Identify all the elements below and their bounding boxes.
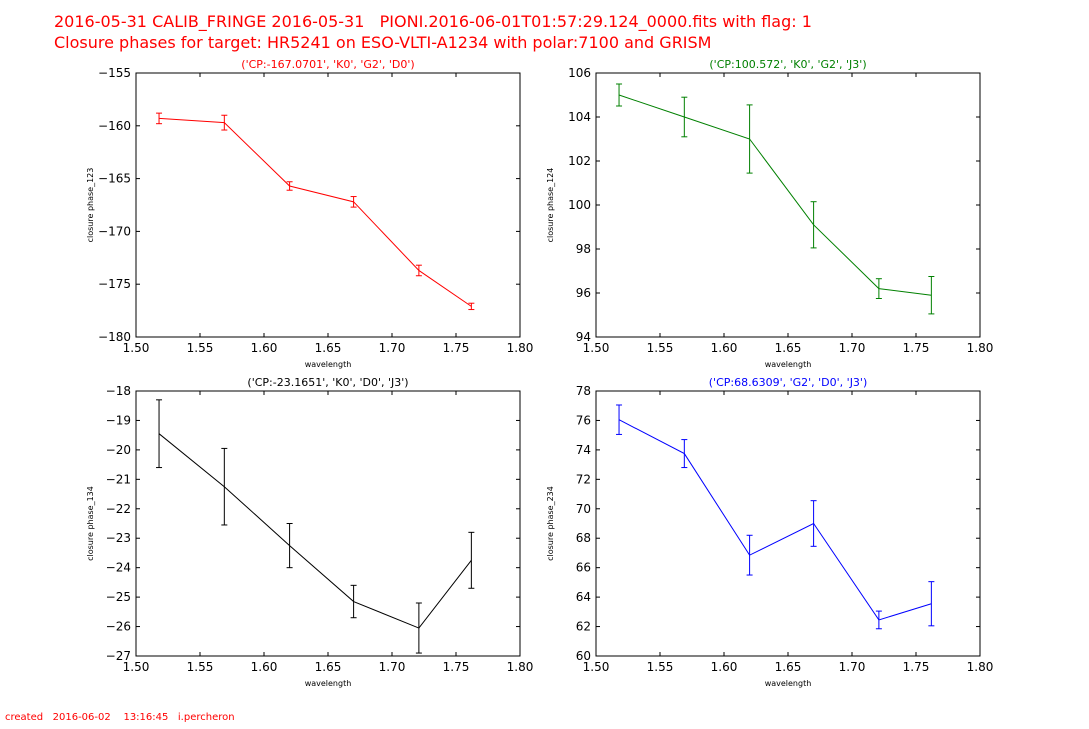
x-tick-label: 1.75 <box>903 660 930 674</box>
x-tick-label: 1.55 <box>647 341 674 355</box>
chart-panel-3: 1.50 1.55 1.60 1.65 1.70 1.75 1.80 −27 −26 −25 −24… <box>86 376 533 688</box>
y-tick-label: −170 <box>98 224 131 238</box>
y-tick-label: −24 <box>106 561 131 575</box>
y-tick-label: −20 <box>106 443 131 457</box>
y-axis-label: closure phase_234 <box>546 486 555 561</box>
x-tick-label: 1.65 <box>315 660 342 674</box>
series-group <box>616 83 935 315</box>
series-group <box>156 112 475 311</box>
plot-frame <box>595 72 981 338</box>
figure-header-line-1: 2016-05-31 CALIB_FRINGE 2016-05-31 PIONI… <box>54 12 812 31</box>
x-tick-label: 1.60 <box>711 341 738 355</box>
y-tick-label: 104 <box>568 110 591 124</box>
y-tick-label: 60 <box>576 649 591 663</box>
x-tick-label: 1.50 <box>583 660 610 674</box>
series-group <box>156 399 475 654</box>
x-tick-label: 1.70 <box>379 660 406 674</box>
x-tick-label: 1.55 <box>187 660 214 674</box>
y-tick-label: −27 <box>106 649 131 663</box>
x-axis-label: wavelength <box>305 679 352 688</box>
chart-title: ('CP:-167.0701', 'K0', 'G2', 'D0') <box>241 58 414 71</box>
x-tick-label: 1.70 <box>839 660 866 674</box>
x-tick-label: 1.65 <box>775 341 802 355</box>
x-tick-label: 1.60 <box>711 660 738 674</box>
y-tick-label: −23 <box>106 531 131 545</box>
x-tick-label: 1.80 <box>507 341 534 355</box>
x-tick-label: 1.80 <box>967 660 994 674</box>
y-tick-label: 62 <box>576 620 591 634</box>
y-tick-label: 102 <box>568 154 591 168</box>
x-tick-label: 1.50 <box>583 341 610 355</box>
x-tick-label: 1.65 <box>315 341 342 355</box>
y-tick-label: 100 <box>568 198 591 212</box>
x-tick-label: 1.65 <box>775 660 802 674</box>
x-tick-label: 1.55 <box>647 660 674 674</box>
y-tick-label: −175 <box>98 277 131 291</box>
figure-header-line-2: Closure phases for target: HR5241 on ESO… <box>54 33 712 52</box>
plot-frame <box>595 390 981 657</box>
y-axis-label: closure phase_124 <box>546 168 555 243</box>
x-tick-label: 1.70 <box>839 341 866 355</box>
y-tick-label: −22 <box>106 502 131 516</box>
y-tick-label: −160 <box>98 119 131 133</box>
x-tick-label: 1.50 <box>123 660 150 674</box>
x-tick-label: 1.80 <box>967 341 994 355</box>
x-tick-label: 1.70 <box>379 341 406 355</box>
chart-panel-1: 1.50 1.55 1.60 1.65 1.70 1.75 1.80 −180 −175 −170… <box>86 58 533 369</box>
chart-title: ('CP:68.6309', 'G2', 'D0', 'J3') <box>709 376 868 389</box>
chart-panel-2: 1.50 1.55 1.60 1.65 1.70 1.75 1.80 94 96 98 100 102… <box>546 58 993 369</box>
y-tick-label: 64 <box>576 590 591 604</box>
y-tick-label: −18 <box>106 384 131 398</box>
y-tick-label: −21 <box>106 472 131 486</box>
plot-frame <box>135 72 521 338</box>
x-tick-label: 1.55 <box>187 341 214 355</box>
y-axis-label: closure phase_134 <box>86 486 95 561</box>
y-tick-label: 66 <box>576 561 591 575</box>
x-tick-label: 1.60 <box>251 660 278 674</box>
y-tick-label: −26 <box>106 620 131 634</box>
y-axis-label: closure phase_123 <box>86 168 95 243</box>
x-axis-label: wavelength <box>765 360 812 369</box>
y-tick-label: −19 <box>106 413 131 427</box>
x-tick-label: 1.75 <box>903 341 930 355</box>
y-tick-label: −25 <box>106 590 131 604</box>
series-line <box>159 117 472 307</box>
series-line <box>618 419 932 621</box>
x-tick-label: 1.75 <box>443 341 470 355</box>
chart-title: ('CP:100.572', 'K0', 'G2', 'J3') <box>709 58 866 71</box>
y-tick-label: 70 <box>576 502 591 516</box>
y-tick-label: 74 <box>576 443 591 457</box>
y-tick-label: 76 <box>576 413 591 427</box>
y-tick-label: 98 <box>576 242 591 256</box>
x-axis-label: wavelength <box>305 360 352 369</box>
chart-panel-4: 1.50 1.55 1.60 1.65 1.70 1.75 1.80 60 62 64 66 68 70… <box>546 376 993 688</box>
x-tick-label: 1.60 <box>251 341 278 355</box>
y-tick-label: −180 <box>98 330 131 344</box>
x-tick-label: 1.75 <box>443 660 470 674</box>
series-group <box>616 404 935 630</box>
y-tick-label: −155 <box>98 66 131 80</box>
y-tick-label: 94 <box>576 330 591 344</box>
y-tick-label: 106 <box>568 66 591 80</box>
y-tick-label: 96 <box>576 286 591 300</box>
y-tick-label: −165 <box>98 172 131 186</box>
y-tick-label: 78 <box>576 384 591 398</box>
series-line <box>158 433 472 629</box>
x-tick-label: 1.80 <box>507 660 534 674</box>
y-tick-label: 72 <box>576 472 591 486</box>
creation-footer: created 2016-06-02 13:16:45 i.percheron <box>5 712 235 723</box>
series-line <box>618 94 932 296</box>
plot-frame <box>135 390 521 657</box>
x-tick-label: 1.50 <box>123 341 150 355</box>
chart-title: ('CP:-23.1651', 'K0', 'D0', 'J3') <box>247 376 408 389</box>
x-axis-label: wavelength <box>765 679 812 688</box>
y-tick-label: 68 <box>576 531 591 545</box>
